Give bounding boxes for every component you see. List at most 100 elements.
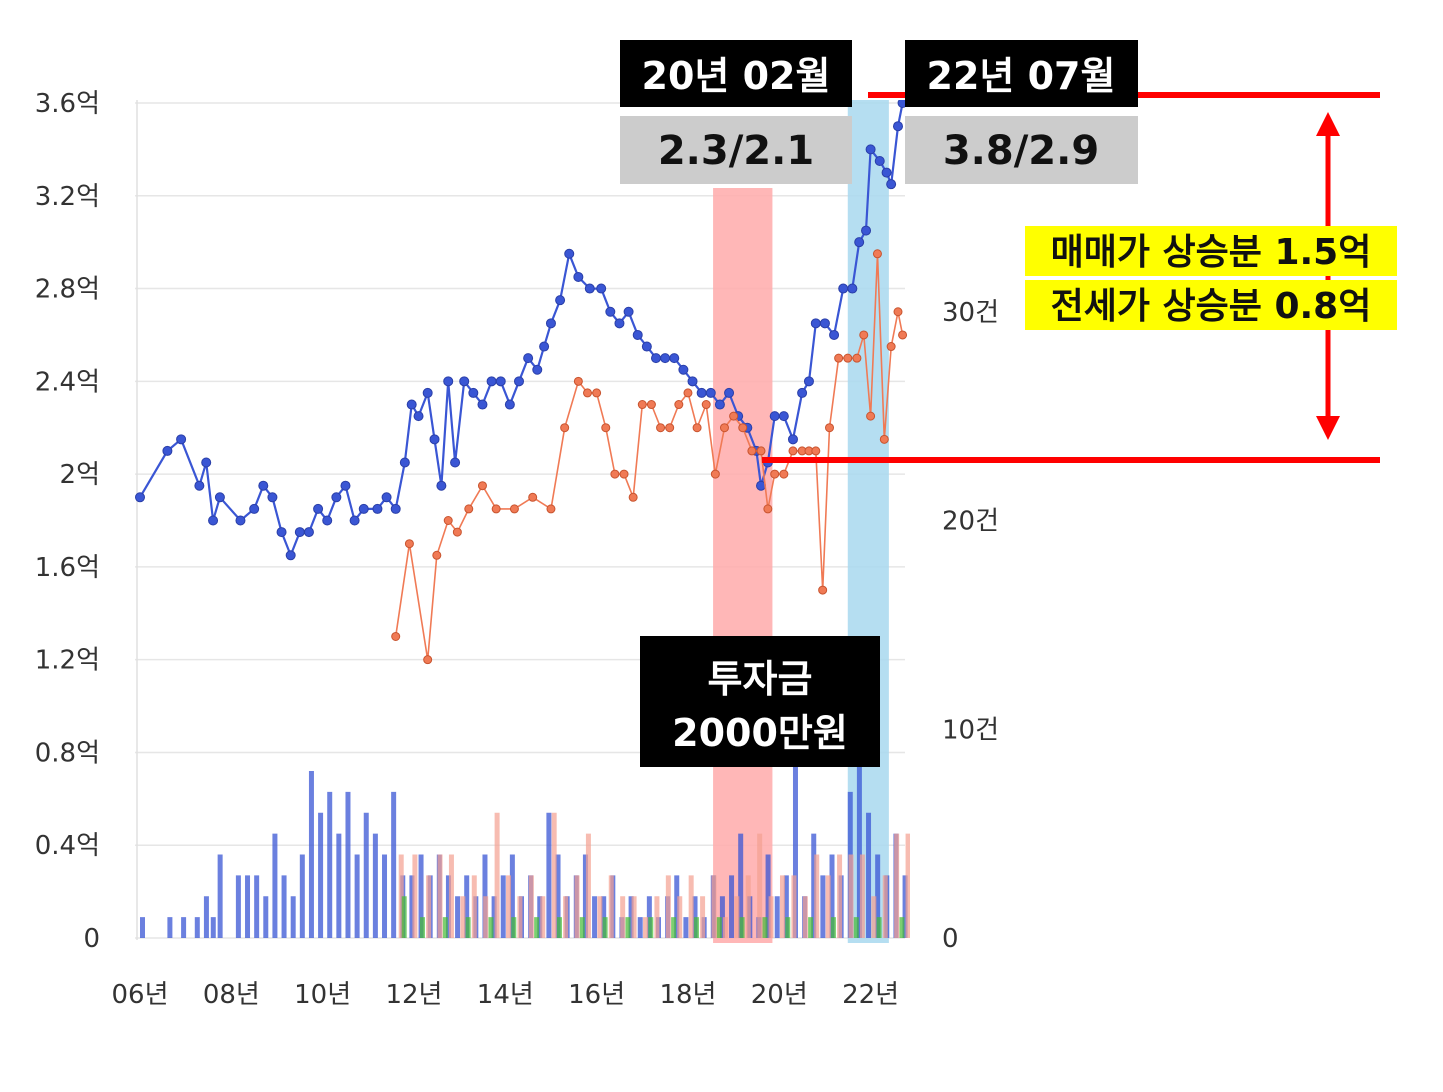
investment-label: 투자금 2000만원 bbox=[640, 636, 880, 767]
rise-sale-bg bbox=[1025, 226, 1397, 276]
x-tick-label: 22년 bbox=[842, 980, 899, 1010]
volume-bar bbox=[391, 791, 397, 938]
data-point bbox=[514, 376, 524, 387]
data-point bbox=[436, 480, 447, 491]
right-axis-ticks: 0 10건 20건 30건 bbox=[942, 298, 999, 954]
volume-bar bbox=[555, 854, 561, 938]
data-point bbox=[322, 515, 333, 526]
data-point bbox=[854, 237, 865, 248]
investment-line1: 투자금 bbox=[708, 657, 813, 701]
volume-bar bbox=[254, 875, 260, 938]
volume-bar bbox=[308, 771, 314, 938]
data-point bbox=[623, 306, 634, 317]
volume-bar bbox=[899, 917, 905, 938]
data-point bbox=[459, 376, 470, 387]
volume-bar bbox=[628, 896, 634, 938]
volume-bar bbox=[719, 896, 725, 938]
data-point bbox=[819, 318, 830, 329]
price-lines bbox=[135, 100, 908, 665]
volume-bar bbox=[820, 875, 826, 938]
volume-bar bbox=[471, 875, 477, 938]
data-point bbox=[696, 387, 707, 398]
data-point bbox=[404, 539, 414, 549]
volume-bar bbox=[785, 917, 791, 938]
data-point bbox=[678, 364, 689, 375]
data-point bbox=[504, 399, 515, 410]
volume-bar bbox=[488, 917, 494, 938]
x-axis-ticks: 06년 08년 10년 12년 14년 16년 18년 20년 22년 bbox=[111, 980, 899, 1010]
volume-bar bbox=[688, 875, 694, 938]
series-line bbox=[394, 253, 904, 660]
volume-bar bbox=[203, 896, 209, 938]
left-value-text: 2.3/2.1 bbox=[658, 128, 814, 174]
volume-bar bbox=[460, 896, 466, 938]
volume-bar bbox=[876, 917, 882, 938]
data-point bbox=[235, 515, 246, 526]
data-point bbox=[660, 353, 671, 364]
volume-bar bbox=[859, 854, 865, 938]
volume-bar bbox=[905, 833, 910, 938]
volume-bar bbox=[856, 729, 862, 938]
rise-jeonse-bg bbox=[1025, 280, 1397, 330]
volume-bar bbox=[401, 896, 407, 938]
volume-bar bbox=[608, 875, 614, 938]
volume-bar bbox=[734, 896, 740, 938]
data-point bbox=[340, 480, 351, 491]
volume-bar bbox=[700, 896, 706, 938]
rise-annotation: 매매가 상승분 1.5억 전세가 상승분 0.8억 bbox=[1025, 226, 1397, 330]
data-point bbox=[303, 527, 314, 538]
volume-bar bbox=[792, 750, 798, 938]
left-tick-label: 0.4억 bbox=[35, 831, 100, 861]
data-point bbox=[573, 376, 583, 386]
volume-bar bbox=[455, 896, 461, 938]
data-point bbox=[294, 527, 305, 538]
rise-jeonse-text: 전세가 상승분 0.8억 bbox=[1051, 286, 1372, 327]
data-point bbox=[710, 469, 720, 479]
data-point bbox=[423, 655, 433, 665]
x-tick-label: 08년 bbox=[203, 980, 260, 1010]
investment-line2: 2000만원 bbox=[672, 711, 848, 755]
volume-bars bbox=[140, 729, 910, 938]
data-point bbox=[641, 341, 652, 352]
data-point bbox=[665, 423, 675, 433]
volume-bar bbox=[245, 875, 251, 938]
data-point bbox=[797, 387, 808, 398]
data-point bbox=[372, 503, 383, 514]
highlight-period bbox=[713, 188, 773, 943]
data-point bbox=[810, 318, 821, 329]
volume-bar bbox=[894, 833, 900, 938]
volume-bar bbox=[551, 812, 557, 938]
volume-bar bbox=[363, 812, 369, 938]
volume-bar bbox=[426, 875, 432, 938]
left-date-bg bbox=[620, 40, 852, 107]
left-tick-label: 0 bbox=[83, 924, 100, 954]
volume-bar bbox=[465, 917, 471, 938]
data-point bbox=[770, 469, 780, 479]
data-point bbox=[443, 376, 454, 387]
volume-bar bbox=[779, 875, 785, 938]
volume-bar bbox=[398, 854, 404, 938]
data-point bbox=[787, 434, 798, 445]
volume-bar bbox=[563, 896, 569, 938]
left-tick-label: 1.6억 bbox=[35, 553, 100, 583]
volume-bar bbox=[643, 917, 649, 938]
volume-bar bbox=[866, 812, 872, 938]
data-point bbox=[898, 330, 908, 340]
data-point bbox=[413, 411, 424, 422]
data-point bbox=[390, 503, 401, 514]
data-point bbox=[429, 434, 440, 445]
data-point bbox=[605, 306, 616, 317]
data-point bbox=[582, 388, 592, 398]
data-point bbox=[778, 411, 789, 422]
volume-bar bbox=[829, 854, 835, 938]
volume-bar bbox=[722, 917, 728, 938]
volume-bar bbox=[419, 917, 425, 938]
x-tick-label: 06년 bbox=[111, 980, 168, 1010]
volume-bar bbox=[210, 917, 216, 938]
volume-bar bbox=[511, 917, 517, 938]
data-point bbox=[450, 457, 461, 468]
data-point bbox=[564, 248, 575, 259]
data-point bbox=[610, 469, 620, 479]
left-tick-label: 3.6억 bbox=[35, 89, 100, 119]
volume-bar bbox=[194, 917, 200, 938]
